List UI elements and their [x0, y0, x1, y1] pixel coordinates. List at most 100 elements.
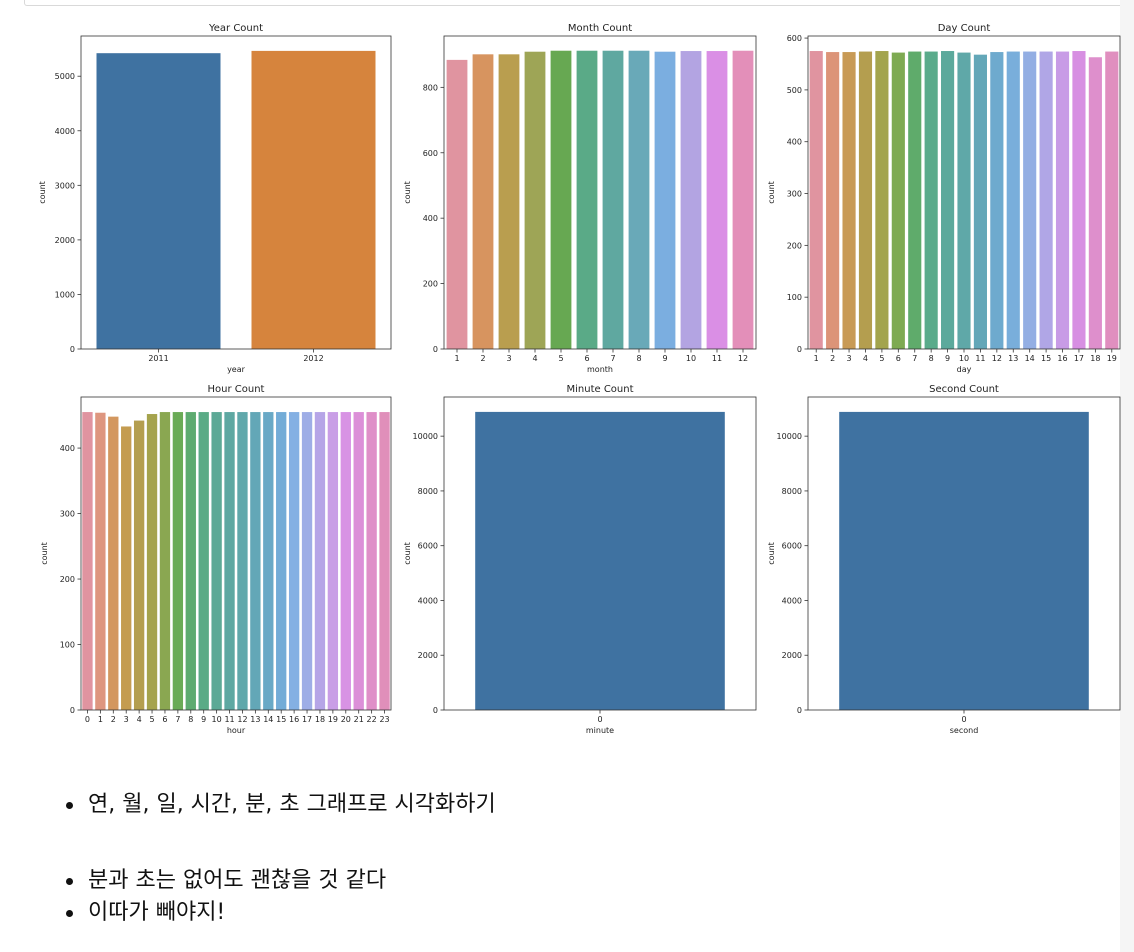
day-count-bar	[1088, 57, 1102, 349]
day-count-bar	[924, 51, 938, 350]
day-count-xtick-label: 15	[1041, 354, 1051, 363]
hour-count-xtick-label: 17	[302, 715, 312, 724]
hour-count-xtick-label: 14	[263, 715, 273, 724]
month-count-xtick-label: 2	[480, 354, 485, 363]
day-count-bar	[826, 52, 840, 350]
hour-count-xtick-label: 23	[379, 715, 389, 724]
month-count-ytick-label: 200	[423, 280, 438, 289]
scroll-gutter[interactable]	[1120, 0, 1134, 952]
hour-count-ytick-label: 200	[60, 575, 75, 584]
day-count-bar	[1023, 51, 1037, 350]
note-item: 이따가 빼야지!	[66, 898, 496, 928]
second-count-ytick-label: 2000	[782, 651, 802, 660]
month-count-bar	[628, 50, 650, 349]
hour-count-bar	[327, 412, 339, 710]
day-count-xtick-label: 9	[945, 354, 950, 363]
minute-count-chart: Minute Count 0 2000 4000 6000 8000 10000 0 minut…	[403, 384, 757, 735]
minute-count-ytick-label: 6000	[418, 542, 438, 551]
year-count-title: Year Count	[208, 23, 263, 34]
year-count-ytick-label: 1000	[55, 290, 75, 299]
second-count-ytick-label: 0	[797, 706, 802, 715]
minute-count-title: Minute Count	[566, 384, 633, 395]
day-count-xlabel: day	[957, 365, 972, 374]
second-count-xtick-label: 0	[961, 715, 966, 724]
day-count-ylabel: count	[767, 181, 776, 204]
minute-count-ytick-label: 10000	[413, 432, 438, 441]
hour-count-bar	[121, 426, 132, 710]
hour-count-bar	[82, 412, 93, 710]
month-count-bar	[602, 50, 624, 349]
day-count-xtick-label: 7	[912, 354, 917, 363]
month-count-xtick-label: 12	[738, 354, 748, 363]
second-count-title: Second Count	[929, 384, 999, 395]
year-count-ytick-label: 3000	[55, 181, 75, 190]
month-count-bar	[472, 54, 494, 349]
hour-count-xtick-label: 9	[201, 715, 206, 724]
month-count-bar	[732, 50, 754, 349]
year-count-ylabel: count	[38, 181, 47, 204]
year-count-ytick-label: 0	[70, 345, 75, 354]
day-count-ytick-label: 300	[787, 190, 802, 199]
cell-border	[24, 0, 1134, 6]
month-count-ylabel: count	[403, 181, 412, 204]
day-count-ytick-label: 600	[787, 34, 802, 43]
day-count-bar	[1072, 51, 1086, 349]
day-count-bar	[973, 54, 987, 349]
day-count-ytick-label: 100	[787, 293, 802, 302]
second-count-ytick-label: 4000	[782, 596, 802, 605]
month-count-title: Month Count	[568, 23, 632, 34]
month-count-xtick-label: 3	[506, 354, 511, 363]
hour-count-bar	[159, 412, 171, 710]
day-count-bar	[941, 51, 955, 349]
day-count-ytick-label: 500	[787, 86, 802, 95]
hour-count-xtick-label: 8	[188, 715, 193, 724]
year-count-xlabel: year	[227, 365, 246, 374]
day-count-bar	[891, 52, 905, 349]
hour-count-bar	[95, 412, 106, 710]
hour-count-xtick-label: 6	[162, 715, 167, 724]
year-count-ytick-label: 4000	[55, 127, 75, 136]
year-count-ytick-label: 5000	[55, 72, 75, 81]
month-count-xtick-label: 5	[558, 354, 563, 363]
month-count-xtick-label: 8	[636, 354, 641, 363]
year-count-bar	[251, 50, 376, 349]
month-count-ytick-label: 0	[433, 345, 438, 354]
month-count-xtick-label: 7	[610, 354, 615, 363]
year-count-xtick-label: 2011	[148, 354, 168, 363]
second-count-chart: Second Count 0 2000 4000 6000 8000 10000 0 secon…	[767, 384, 1121, 735]
hour-count-bar	[301, 412, 313, 710]
year-count-ytick-label: 2000	[55, 236, 75, 245]
day-count-bar	[858, 51, 873, 350]
month-count-bar	[576, 50, 598, 349]
note-item: 분과 초는 없어도 괜찮을 것 같다	[66, 866, 496, 896]
minute-count-ylabel: count	[403, 542, 412, 565]
hour-count-bar	[379, 412, 390, 710]
hour-count-bar	[276, 412, 287, 710]
day-count-xtick-label: 13	[1008, 354, 1018, 363]
second-count-ytick-label: 6000	[782, 542, 802, 551]
day-count-xtick-label: 18	[1090, 354, 1100, 363]
day-count-xtick-label: 16	[1057, 354, 1067, 363]
hour-count-xtick-label: 5	[149, 715, 154, 724]
hour-count-ytick-label: 400	[60, 444, 75, 453]
hour-count-ytick-label: 0	[70, 706, 75, 715]
day-count-bar	[1039, 51, 1053, 350]
day-count-ytick-label: 0	[797, 345, 802, 354]
hour-count-bar	[353, 412, 364, 710]
hour-count-xtick-label: 7	[175, 715, 180, 724]
minute-count-ytick-label: 0	[433, 706, 438, 715]
day-count-xtick-label: 11	[975, 354, 985, 363]
day-count-xtick-label: 19	[1107, 354, 1117, 363]
hour-count-xtick-label: 16	[289, 715, 299, 724]
hour-count-bar	[172, 412, 184, 710]
hour-count-frame	[80, 396, 392, 711]
hour-count-xtick-label: 2	[111, 715, 116, 724]
hour-count-bar	[314, 412, 326, 710]
hour-count-bar	[288, 412, 300, 710]
hour-count-xtick-label: 15	[276, 715, 286, 724]
day-count-ytick-label: 400	[787, 138, 802, 147]
hour-count-xtick-label: 1	[98, 715, 103, 724]
day-count-xtick-label: 5	[879, 354, 884, 363]
second-count-xlabel: second	[950, 726, 979, 735]
